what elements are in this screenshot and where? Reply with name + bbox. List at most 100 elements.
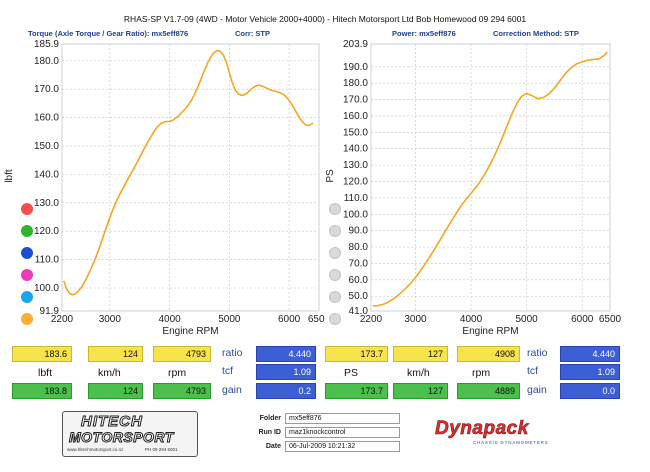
power-correction-label: Correction Method: STP <box>493 29 579 38</box>
brand-name: Dynapack <box>435 418 529 440</box>
run-color-dot[interactable] <box>21 291 33 303</box>
power-x-tick-label: 5000 <box>516 314 539 325</box>
power-y-tick-label: 170.0 <box>343 95 368 106</box>
brand-tagline: CHASSIS DYNAMOMETERS <box>473 440 549 445</box>
torque-series-line <box>63 49 314 296</box>
torque-chart: 91.9 100.0 110.0 120.0 130.0 140.0 150.0 160.0 1… <box>4 39 325 337</box>
power-series-line <box>372 51 608 307</box>
power-y-tick-label: 190.0 <box>343 62 368 73</box>
power-y-tick-label: 120.0 <box>343 177 368 188</box>
torque-x-tick-label: 6000 <box>278 314 301 325</box>
torque-correction-label: Corr: STP <box>235 29 271 38</box>
power-peak-value: 173.7 <box>325 346 388 362</box>
gain-value-right: 0.0 <box>560 383 620 399</box>
torque-chart-title: Torque (Axle Torque / Gear Ratio): mx5ef… <box>28 29 189 38</box>
torque-rpm-value: 4793 <box>153 346 211 362</box>
torque-y-tick-label: 91.9 <box>40 306 60 317</box>
torque-y-tick-label: 180.0 <box>34 56 59 67</box>
logo-line-2: MOTORSPORT <box>69 429 174 446</box>
date-label: Date <box>265 443 281 450</box>
date-field: 06-Jul-2009 10:21:32 <box>285 441 400 452</box>
power-y-tick-label: 140.0 <box>343 144 368 155</box>
power-y-tick-label: 50.0 <box>349 291 369 302</box>
torque-y-axis-label: lbft <box>4 169 15 183</box>
run-slot-dot[interactable] <box>329 313 341 325</box>
power-chart-title: Power: mx5eff876 <box>392 29 456 38</box>
power-x-tick-label: 4000 <box>460 314 483 325</box>
power-y-tick-label: 203.9 <box>343 39 368 50</box>
run-slot-dot[interactable] <box>329 291 341 303</box>
power-y-tick-label: 110.0 <box>344 193 369 204</box>
torque-x-tick-label: 2200 <box>51 314 74 325</box>
power-y-axis-label: PS <box>325 169 336 183</box>
torque-x-tick-label: 4000 <box>158 314 181 325</box>
hitech-logo: HITECH MOTORSPORT www.hitechmotorsport.c… <box>62 411 198 457</box>
run-slot-dot[interactable] <box>329 247 341 259</box>
ratio-label: ratio <box>222 347 243 359</box>
power-x-tick-label: 3000 <box>404 314 427 325</box>
tcf-value: 1.09 <box>256 364 316 380</box>
tcf-value-right: 1.09 <box>560 364 620 380</box>
tcf-label: tcf <box>222 365 234 377</box>
torque-x-tick-label: 3000 <box>99 314 122 325</box>
power-x-axis-label: Engine RPM <box>462 326 518 337</box>
run-color-dot[interactable] <box>21 247 33 259</box>
power-plot-area <box>370 43 611 312</box>
torque-peak-value: 183.6 <box>12 346 72 362</box>
torque-y-tick-label: 120.0 <box>34 226 59 237</box>
power-y-tick-label: 150.0 <box>343 127 368 138</box>
folder-label: Folder <box>259 415 281 422</box>
gain-label-right: gain <box>527 384 547 396</box>
torque-x-axis-label: Engine RPM <box>162 326 218 337</box>
torque-y-tick-label: 100.0 <box>34 283 59 294</box>
torque-current-speed: 124 <box>88 383 143 399</box>
torque-speed-value: 124 <box>88 346 143 362</box>
run-color-dot[interactable] <box>21 225 33 237</box>
gain-value: 0.2 <box>256 383 316 399</box>
run-color-dot[interactable] <box>21 203 33 215</box>
power-y-tick-label: 60.0 <box>349 275 369 286</box>
power-chart: 41.0 50.0 60.0 70.0 80.0 90.0 100.0 110.0 120.0 1… <box>325 39 622 337</box>
power-rpm-value: 4908 <box>457 346 520 362</box>
power-y-tick-label: 100.0 <box>343 209 368 220</box>
ratio-value-right: 4.440 <box>560 346 620 362</box>
torque-plot-area <box>61 43 320 312</box>
torque-unit-label: lbft <box>38 367 53 379</box>
torque-y-tick-label: 130.0 <box>34 198 59 209</box>
power-x-tick-label: 2200 <box>360 314 383 325</box>
run-color-dot[interactable] <box>21 313 33 325</box>
power-current-speed: 127 <box>393 383 448 399</box>
logo-phone: PH 09 294 6001 <box>145 447 178 452</box>
power-y-tick-label: 70.0 <box>349 258 369 269</box>
power-unit-label: PS <box>344 367 359 379</box>
power-x-tick-label: 6000 <box>571 314 594 325</box>
torque-y-tick-label: 160.0 <box>34 113 59 124</box>
power-y-tick-label: 41.0 <box>349 306 369 317</box>
power-y-tick-label: 180.0 <box>343 78 368 89</box>
power-y-tick-label: 90.0 <box>349 226 369 237</box>
power-x-tick-label: 6500 <box>599 314 622 325</box>
torque-y-tick-label: 110.0 <box>35 255 60 266</box>
run-id-label: Run ID <box>258 429 281 436</box>
folder-field: mx5eff876 <box>285 413 400 424</box>
run-color-dot[interactable] <box>21 269 33 281</box>
run-slot-dot[interactable] <box>329 225 341 237</box>
torque-y-tick-label: 150.0 <box>34 141 59 152</box>
dynapack-logo: Dynapack CHASSIS DYNAMOMETERS <box>435 418 585 448</box>
rpm-unit-label: rpm <box>168 367 187 379</box>
logo-line-1: HITECH <box>81 413 143 431</box>
torque-x-tick-label: 6500 <box>308 314 325 325</box>
run-slot-dot[interactable] <box>329 203 341 215</box>
torque-current-value: 183.8 <box>12 383 72 399</box>
power-y-tick-label: 130.0 <box>343 160 368 171</box>
power-current-rpm: 4889 <box>457 383 520 399</box>
power-current-value: 173.7 <box>325 383 388 399</box>
speed-unit-label: km/h <box>98 367 121 379</box>
ratio-value: 4.440 <box>256 346 316 362</box>
ratio-label-right: ratio <box>527 347 548 359</box>
torque-x-tick-label: 5000 <box>218 314 241 325</box>
gain-label: gain <box>222 384 242 396</box>
rpm-unit-label-right: rpm <box>472 367 491 379</box>
torque-y-tick-label: 140.0 <box>34 169 59 180</box>
run-slot-dot[interactable] <box>329 269 341 281</box>
